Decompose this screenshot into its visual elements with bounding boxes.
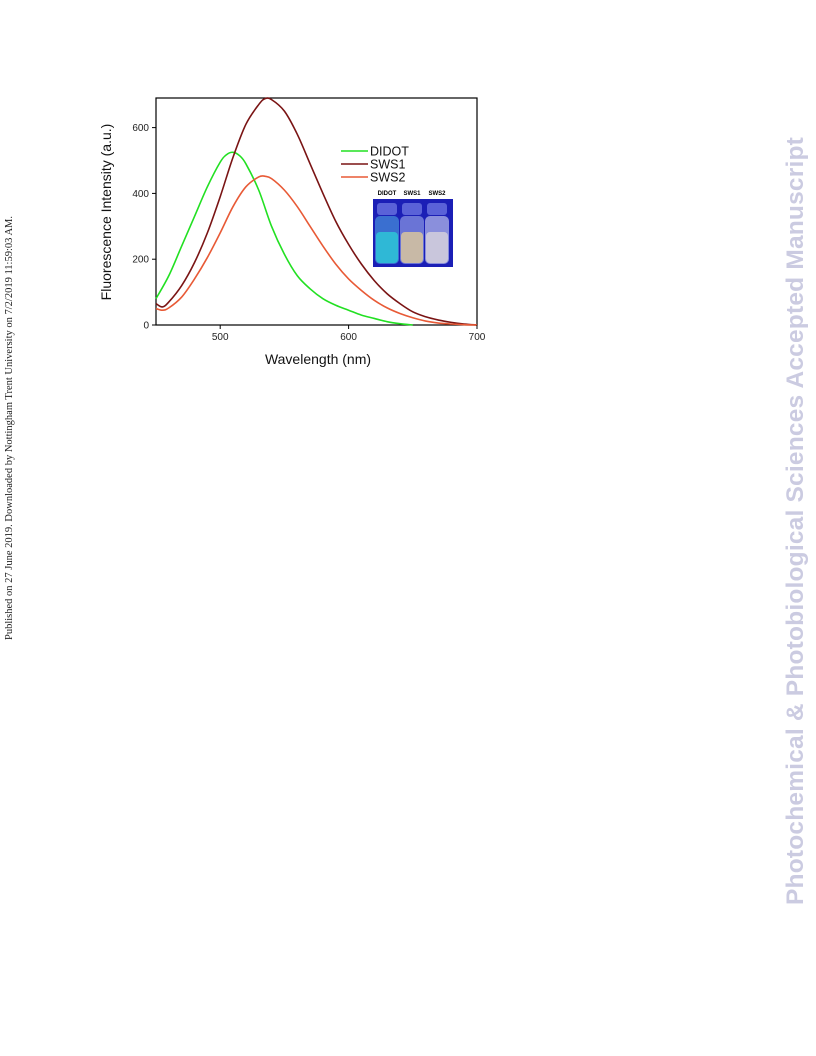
x-tick-label: 500 <box>212 332 229 343</box>
inset-label-sws1: SWS1 <box>403 191 421 197</box>
vial-sws1 <box>400 203 424 264</box>
inset-label-didot: DIDOT <box>378 191 397 197</box>
inset-label-sws2: SWS2 <box>428 191 446 197</box>
legend-label-sws1: SWS1 <box>370 158 405 172</box>
legend-label-sws2: SWS2 <box>370 171 405 185</box>
legend-label-didot: DIDOT <box>370 145 409 159</box>
series-line-sws2 <box>155 175 478 326</box>
fluorescence-chart: 500 600 700 0 200 400 600 Fluorescence Intensi… <box>98 97 486 367</box>
y-tick-label: 400 <box>132 189 149 200</box>
series-line-sws1 <box>155 97 478 326</box>
x-tick-label: 700 <box>469 332 486 343</box>
y-tick-label: 600 <box>132 123 149 134</box>
series-line-didot <box>155 151 413 326</box>
vials-inset: DIDOT SWS1 SWS2 <box>373 191 453 267</box>
publication-side-note: Published on 27 June 2019. Downloaded by… <box>4 216 15 640</box>
vial-sws2 <box>425 203 449 264</box>
y-axis-title: Fluorescence Intensity (a.u.) <box>98 124 114 301</box>
vial-didot <box>375 203 399 264</box>
series-group <box>155 97 478 326</box>
fluorescence-figure: 500 600 700 0 200 400 600 Fluorescence Intensi… <box>96 92 496 372</box>
y-tick-label: 0 <box>143 321 149 332</box>
journal-watermark: Photochemical & Photobiological Sciences… <box>782 136 809 906</box>
ticks-group: 500 600 700 0 200 400 600 <box>132 123 485 343</box>
x-tick-label: 600 <box>340 332 357 343</box>
y-tick-label: 200 <box>132 255 149 266</box>
x-axis-title: Wavelength (nm) <box>265 351 371 367</box>
